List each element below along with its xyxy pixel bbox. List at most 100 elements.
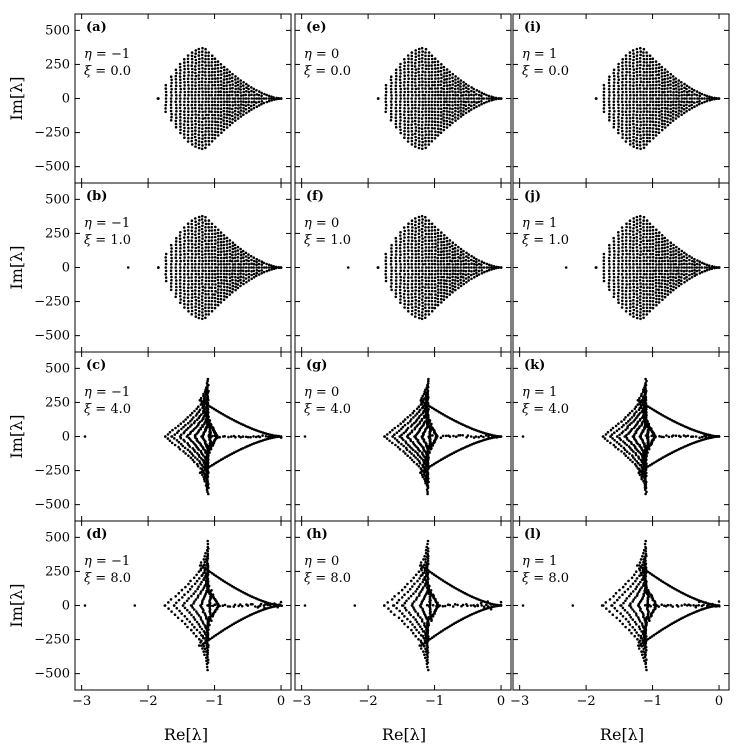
eigenvalue-point (427, 120, 431, 123)
eigenvalue-point (406, 421, 410, 425)
eigenvalue-point (180, 588, 184, 592)
eigenvalue-point (214, 120, 217, 123)
eigenvalue-point (420, 46, 424, 50)
eigenvalue-point (193, 618, 197, 621)
eigenvalue-point (420, 243, 424, 247)
eigenvalue-point (496, 435, 499, 439)
eigenvalue-point (420, 253, 424, 256)
eigenvalue-point (430, 100, 434, 104)
eigenvalue-point (197, 117, 201, 120)
eigenvalue-point (407, 611, 411, 614)
eigenvalue-point (430, 276, 434, 279)
eigenvalue-point (410, 429, 414, 433)
eigenvalue-point (436, 247, 440, 250)
eigenvalue-point (426, 552, 430, 556)
eigenvalue-point (411, 226, 414, 229)
eigenvalue-point (420, 221, 424, 224)
eigenvalue-point (231, 72, 234, 76)
eigenvalue-point (410, 232, 414, 236)
eigenvalue-point (219, 263, 223, 266)
eigenvalue-point (413, 625, 417, 629)
eigenvalue-point (410, 97, 414, 100)
eigenvalue-point (482, 435, 485, 439)
eigenvalue-point (651, 120, 655, 123)
eigenvalue-point (207, 232, 210, 236)
eigenvalue-point (219, 259, 223, 263)
eigenvalue-point (225, 71, 229, 74)
eigenvalue-point (206, 658, 210, 661)
eigenvalue-point (201, 234, 204, 237)
eigenvalue-point (200, 103, 204, 107)
eigenvalue-point (419, 647, 423, 650)
eigenvalue-point (421, 394, 425, 398)
eigenvalue-point (475, 97, 479, 100)
eigenvalue-point (405, 599, 408, 603)
eigenvalue-point (402, 450, 405, 453)
eigenvalue-point (417, 120, 421, 123)
eigenvalue-point (462, 269, 465, 273)
eigenvalue-point (454, 272, 457, 276)
eigenvalue-point (223, 603, 227, 607)
eigenvalue-point (203, 576, 206, 579)
eigenvalue-point (211, 113, 214, 117)
eigenvalue-point (213, 296, 217, 300)
eigenvalue-point (433, 259, 437, 263)
eigenvalue-point (194, 71, 197, 75)
eigenvalue-point (410, 143, 414, 146)
eigenvalue-point (207, 93, 211, 97)
eigenvalue-point (200, 120, 204, 124)
eigenvalue-point (206, 604, 209, 607)
eigenvalue-point (167, 607, 170, 610)
eigenvalue-point (187, 232, 190, 236)
eigenvalue-point (451, 244, 454, 248)
eigenvalue-point (445, 279, 448, 283)
eigenvalue-point (424, 103, 427, 107)
eigenvalue-point (164, 435, 167, 438)
eigenvalue-point (207, 130, 210, 133)
eigenvalue-point (206, 379, 209, 383)
eigenvalue-point (207, 293, 210, 296)
eigenvalue-point (416, 579, 419, 583)
eigenvalue-point (231, 281, 234, 285)
eigenvalue-point (436, 297, 440, 301)
eigenvalue-point (621, 113, 624, 117)
eigenvalue-point (186, 252, 190, 256)
eigenvalue-point (219, 104, 223, 107)
eigenvalue-point (396, 445, 400, 449)
eigenvalue-point (470, 86, 473, 89)
eigenvalue-point (190, 222, 193, 226)
eigenvalue-point (402, 286, 406, 289)
eigenvalue-point (222, 234, 226, 237)
eigenvalue-point (399, 116, 402, 119)
eigenvalue-point (247, 84, 250, 88)
eigenvalue-point (194, 52, 197, 55)
eigenvalue-point (407, 57, 410, 61)
eigenvalue-point (188, 611, 191, 614)
param-eta: η = 0 (304, 47, 339, 62)
eigenvalue-point (190, 239, 193, 242)
eigenvalue-point (225, 272, 228, 276)
eigenvalue-point (250, 100, 253, 104)
eigenvalue-point (187, 100, 190, 104)
eigenvalue-point (194, 142, 197, 145)
eigenvalue-point (244, 104, 248, 107)
eigenvalue-point (190, 116, 193, 120)
eigenvalue-point (418, 577, 421, 580)
eigenvalue-point (211, 77, 214, 80)
eigenvalue-point (424, 120, 428, 123)
eigenvalue-point (194, 49, 198, 52)
eigenvalue-point (195, 579, 199, 583)
eigenvalue-point (429, 589, 433, 592)
eigenvalue-point (464, 104, 468, 107)
eigenvalue-point (422, 473, 426, 476)
eigenvalue-point (197, 77, 201, 80)
eigenvalue-point (197, 47, 201, 51)
eigenvalue-point (617, 122, 620, 125)
eigenvalue-point (178, 448, 182, 451)
eigenvalue-point (423, 576, 427, 579)
eigenvalue-point (412, 616, 415, 619)
eigenvalue-point (198, 259, 201, 263)
eigenvalue-point (194, 279, 197, 282)
eigenvalue-point (225, 249, 229, 253)
eigenvalue-point (178, 94, 182, 97)
